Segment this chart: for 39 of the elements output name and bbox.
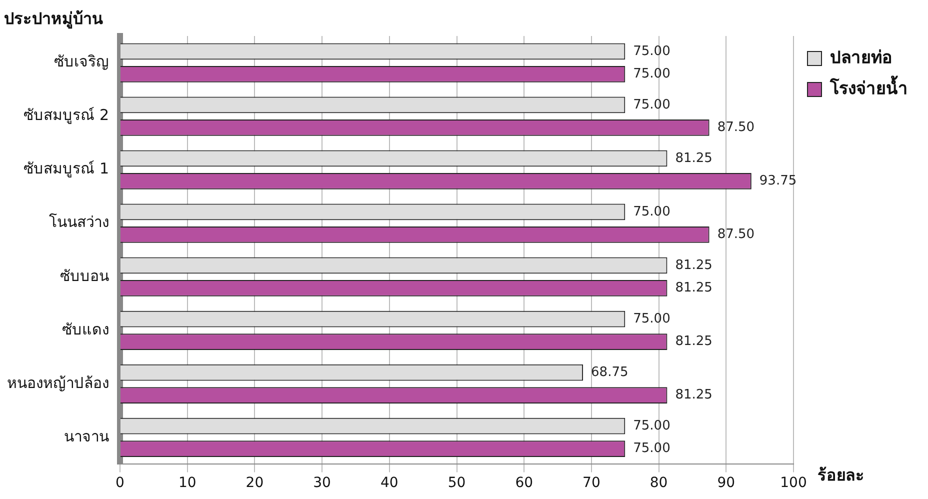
x-tick-label: 30: [313, 475, 331, 492]
x-tick-label: 90: [717, 475, 736, 492]
x-tick-label: 40: [380, 475, 398, 492]
y-tick-label: ซับสมบูรณ์ 2: [24, 106, 109, 124]
y-tick-label: ซับแดง: [62, 320, 109, 338]
y-tick-label: นาจาน: [64, 427, 109, 446]
x-tick-label: 100: [780, 475, 807, 492]
x-tick-label: 80: [650, 475, 668, 492]
legend-label: โรงจ่ายน้ำ: [829, 74, 908, 99]
y-tick-label: โนนสว่าง: [49, 213, 109, 232]
data-label: 81.25: [675, 334, 712, 350]
x-tick-label: 10: [178, 475, 196, 492]
legend-label: ปลายท่อ: [830, 48, 892, 68]
data-label: 81.25: [675, 280, 712, 296]
y-axis-title: ประปาหมู่บ้าน: [4, 9, 103, 30]
y-tick-label: ซับบอน: [60, 266, 109, 285]
x-tick-label: 60: [515, 475, 534, 492]
x-tick-label: 50: [448, 475, 466, 492]
y-tick-label: หนองหญ้าปล้อง: [7, 374, 109, 392]
data-label: 93.75: [759, 174, 797, 189]
x-tick-label: 0: [116, 475, 124, 492]
data-label: 81.25: [675, 258, 712, 273]
data-label: 81.25: [675, 388, 712, 403]
data-label: 81.25: [675, 150, 712, 166]
data-label: 75.00: [633, 44, 670, 59]
x-tick-label: 20: [246, 475, 264, 492]
data-label: 75.00: [633, 204, 670, 220]
data-label: 75.00: [633, 441, 670, 456]
data-label: 75.00: [633, 97, 670, 112]
y-tick-label: ซับสมบูรณ์ 1: [24, 160, 109, 178]
y-tick-label: ซับเจริญ: [54, 52, 109, 71]
data-label: 68.75: [591, 364, 628, 380]
data-label: 75.00: [633, 418, 670, 434]
x-tick-label: 70: [582, 475, 600, 492]
data-label: 87.50: [717, 120, 755, 136]
x-axis-title: ร้อยละ: [818, 465, 864, 484]
data-label: 75.00: [633, 311, 670, 326]
data-label: 87.50: [717, 227, 755, 242]
data-label: 75.00: [633, 66, 670, 82]
